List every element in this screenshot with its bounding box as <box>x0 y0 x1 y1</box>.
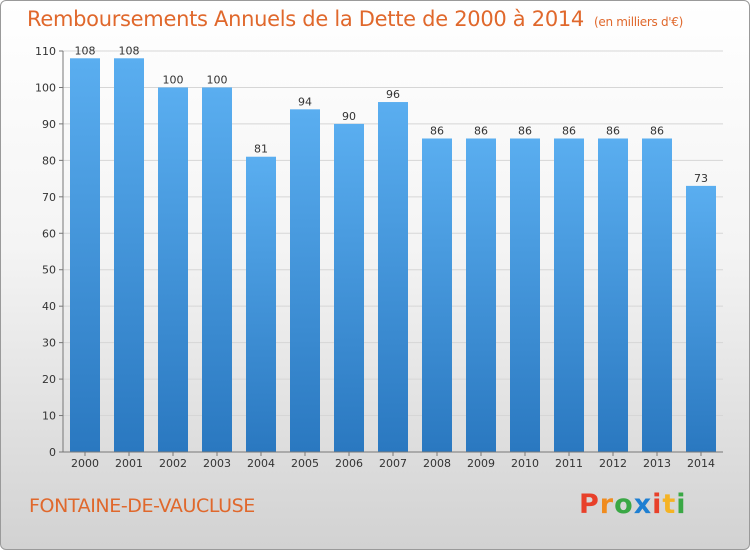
x-tick-label: 2004 <box>247 457 275 470</box>
bar-2005 <box>290 109 320 452</box>
value-label: 81 <box>254 143 268 156</box>
x-axis: 2000 2001 2002 2003 2004 2005 2006 2007 2008 2009… <box>71 452 715 470</box>
proxiti-logo: Proxiti <box>579 489 687 520</box>
value-label: 86 <box>606 124 620 137</box>
bars <box>70 58 716 453</box>
value-label: 96 <box>386 88 400 101</box>
value-label: 86 <box>430 124 444 137</box>
chart-unit-label: (en milliers d'€) <box>594 15 684 29</box>
value-label: 100 <box>207 73 228 86</box>
y-tick-label: 90 <box>42 118 56 131</box>
bar-2004 <box>246 156 276 452</box>
value-label: 73 <box>694 172 708 185</box>
value-label: 86 <box>562 124 576 137</box>
y-tick-label: 40 <box>42 300 56 313</box>
y-tick-label: 100 <box>35 81 56 94</box>
bar-2007 <box>378 102 408 452</box>
chart-title: Remboursements Annuels de la Dette de 20… <box>27 7 683 31</box>
value-label: 86 <box>518 124 532 137</box>
logo-letter: r <box>599 489 615 520</box>
chart-title-text: Remboursements Annuels de la Dette de 20… <box>27 7 584 31</box>
y-tick-label: 110 <box>35 45 56 58</box>
logo-letter: o <box>614 489 634 520</box>
y-tick-label: 70 <box>42 191 56 204</box>
bar-2013 <box>642 138 672 452</box>
x-tick-label: 2006 <box>335 457 363 470</box>
bar-2008 <box>422 138 452 452</box>
x-tick-label: 2011 <box>555 457 583 470</box>
x-tick-label: 2005 <box>291 457 319 470</box>
x-tick-label: 2007 <box>379 457 407 470</box>
value-label: 86 <box>474 124 488 137</box>
value-label: 90 <box>342 110 356 123</box>
x-tick-label: 2002 <box>159 457 187 470</box>
x-tick-label: 2008 <box>423 457 451 470</box>
value-label: 100 <box>163 73 184 86</box>
x-tick-label: 2014 <box>687 457 715 470</box>
logo-letter: P <box>579 489 600 520</box>
x-tick-label: 2012 <box>599 457 627 470</box>
bar-2001 <box>114 58 144 453</box>
bar-2010 <box>510 138 540 452</box>
y-tick-label: 10 <box>42 410 56 423</box>
logo-letter: i <box>652 489 663 520</box>
x-tick-label: 2013 <box>643 457 671 470</box>
bar-2002 <box>158 87 188 453</box>
bar-2014 <box>686 185 716 452</box>
y-tick-label: 0 <box>49 446 56 459</box>
logo-letter: x <box>633 489 653 520</box>
y-tick-label: 20 <box>42 373 56 386</box>
x-tick-label: 2000 <box>71 457 99 470</box>
x-tick-label: 2003 <box>203 457 231 470</box>
logo-letter: t <box>662 489 677 520</box>
x-tick-label: 2009 <box>467 457 495 470</box>
y-tick-label: 60 <box>42 227 56 240</box>
value-label: 108 <box>75 44 96 57</box>
value-labels: 108 108 100 100 81 94 90 96 86 86 86 86 86 86 73 <box>75 44 709 185</box>
bar-2000 <box>70 58 100 453</box>
axis-lines <box>62 51 723 453</box>
town-name: FONTAINE-DE-VAUCLUSE <box>29 495 255 517</box>
bar-2006 <box>334 123 364 452</box>
y-tick-label: 50 <box>42 264 56 277</box>
value-label: 94 <box>298 95 312 108</box>
y-axis: 0 10 20 30 40 50 60 70 80 90 100 110 <box>35 45 63 459</box>
y-tick-label: 80 <box>42 154 56 167</box>
value-label: 108 <box>119 44 140 57</box>
x-tick-label: 2010 <box>511 457 539 470</box>
bar-2011 <box>554 138 584 452</box>
bar-2003 <box>202 87 232 453</box>
bar-2009 <box>466 138 496 452</box>
bar-2012 <box>598 138 628 452</box>
logo-letter: i <box>676 489 687 520</box>
value-label: 86 <box>650 124 664 137</box>
y-tick-label: 30 <box>42 337 56 350</box>
x-tick-label: 2001 <box>115 457 143 470</box>
